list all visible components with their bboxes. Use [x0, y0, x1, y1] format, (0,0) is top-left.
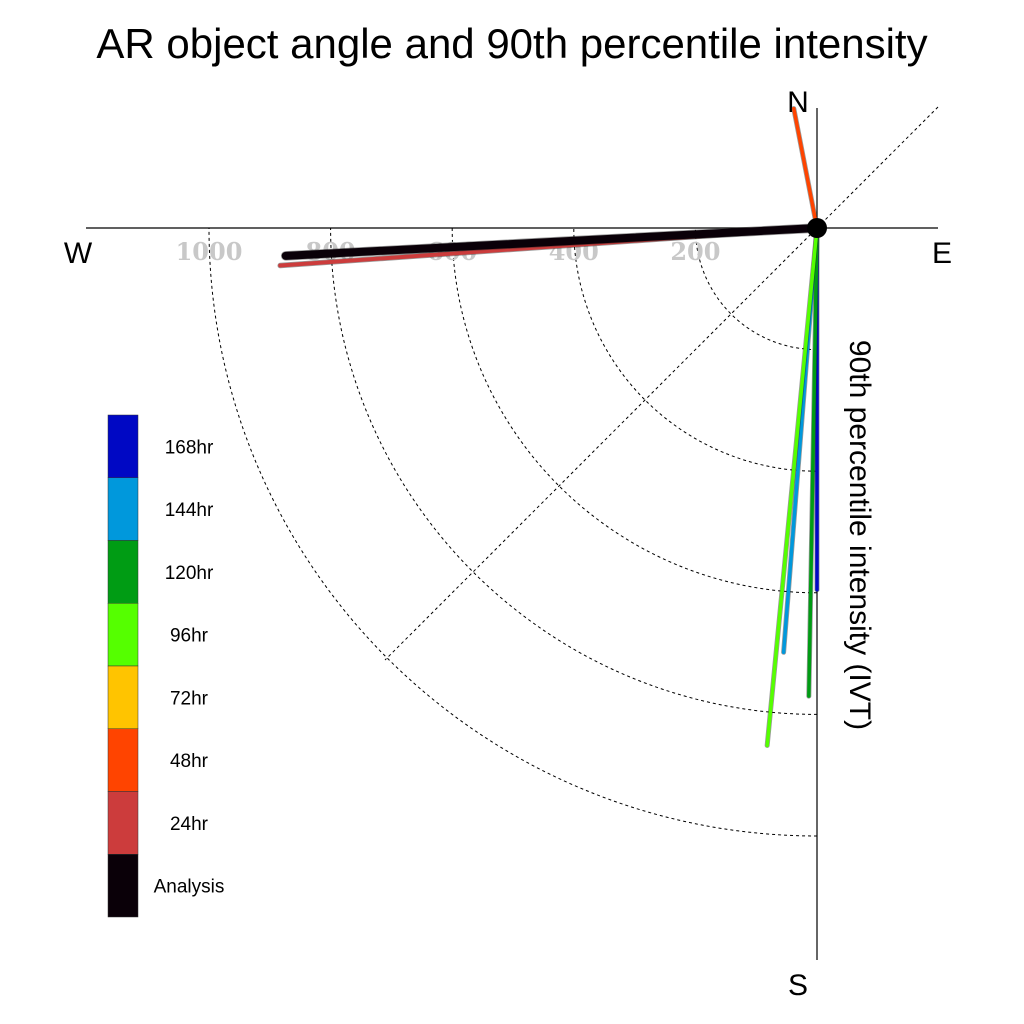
vector-120hr — [807, 226, 819, 698]
legend-label-72hr: 72hr — [170, 688, 209, 709]
legend-swatch-analysis — [107, 854, 139, 918]
grid-arc — [573, 227, 818, 472]
grid-arc — [208, 227, 818, 837]
legend-label-144hr: 144hr — [165, 500, 214, 521]
south-label: S — [788, 969, 808, 1002]
vector-96hr — [765, 226, 819, 748]
legend-swatch-96hr — [107, 603, 139, 667]
radial-axis-label: 90th percentile intensity (IVT) — [843, 340, 876, 730]
legend-swatch-120hr — [107, 540, 139, 604]
radial-tick-label: 1000 — [176, 237, 243, 266]
polar-grid — [208, 227, 818, 837]
legend-swatch-72hr — [107, 665, 139, 729]
legend-label-48hr: 48hr — [170, 751, 209, 772]
forecast-vectors — [277, 106, 822, 748]
legend-label-120hr: 120hr — [165, 563, 214, 584]
legend-label-analysis: Analysis — [154, 877, 225, 898]
legend-label-168hr: 168hr — [165, 437, 214, 458]
legend-swatch-144hr — [107, 477, 139, 541]
vector-48hr — [792, 106, 819, 230]
legend: 168hr 144hr 120hr 96hr 72hr 48hr 24hr Analysis — [107, 414, 225, 918]
diagonal-reference-line — [384, 106, 939, 661]
legend-label-96hr: 96hr — [170, 626, 209, 647]
grid-arc — [451, 227, 818, 594]
north-label: N — [787, 86, 809, 119]
legend-swatch-48hr — [107, 728, 139, 792]
grid-arc — [694, 227, 818, 351]
east-label: E — [932, 237, 952, 270]
legend-swatch-168hr — [107, 414, 139, 478]
legend-swatch-24hr — [107, 791, 139, 855]
radial-tick-label: 200 — [670, 237, 720, 266]
west-label: W — [64, 237, 93, 270]
origin-point — [807, 218, 827, 238]
chart-title: AR object angle and 90th percentile inte… — [96, 20, 927, 67]
grid-arc — [330, 227, 818, 715]
legend-label-24hr: 24hr — [170, 814, 209, 835]
vector-analysis — [281, 224, 821, 260]
